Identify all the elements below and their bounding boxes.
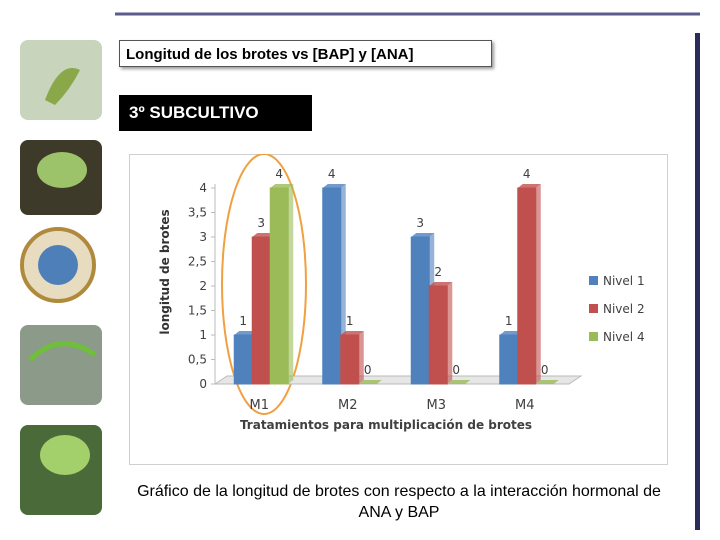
- data-label: 4: [523, 167, 531, 181]
- bar: [251, 236, 271, 385]
- bar-side: [447, 282, 453, 384]
- data-label: 2: [434, 265, 442, 279]
- data-label: 3: [257, 216, 265, 230]
- legend-swatch: [589, 276, 598, 285]
- bar-top: [535, 380, 559, 384]
- legend-label: Nivel 1: [603, 274, 645, 288]
- bar: [410, 236, 430, 385]
- bar-top: [340, 331, 364, 335]
- bar: [340, 334, 360, 385]
- data-label: 4: [275, 167, 283, 181]
- photo-leaf: [45, 68, 80, 105]
- legend-label: Nivel 2: [603, 302, 645, 316]
- bar: [322, 187, 342, 385]
- y-tick-label: 1,5: [188, 304, 207, 318]
- caption: Gráfico de la longitud de brotes con res…: [137, 483, 661, 521]
- x-tick-label: M1: [250, 398, 270, 413]
- bar-top: [234, 331, 258, 335]
- y-tick-label: 0: [199, 377, 207, 391]
- chart-frame: [129, 154, 668, 465]
- y-tick-label: 0,5: [188, 353, 207, 367]
- bar-top: [358, 380, 382, 384]
- bar-top: [429, 282, 453, 286]
- legend-swatch: [589, 304, 598, 313]
- bar-top: [252, 233, 276, 237]
- legend-swatch: [589, 332, 598, 341]
- data-label: 1: [505, 314, 513, 328]
- photo-leaf: [37, 152, 87, 188]
- bar: [499, 334, 519, 385]
- side-rule: [695, 33, 700, 530]
- data-label: 1: [239, 314, 247, 328]
- bar-side: [288, 184, 294, 384]
- x-axis-label: Tratamientos para multiplicación de brot…: [240, 418, 532, 432]
- bar: [269, 187, 289, 385]
- bar-top: [322, 184, 346, 188]
- photo: [20, 325, 102, 405]
- x-tick-label: M3: [427, 398, 447, 413]
- subtitle: 3º SUBCULTIVO: [119, 95, 312, 131]
- slide-title: Longitud de los brotes vs [BAP] y [ANA]: [119, 40, 492, 67]
- chart: longitud de brotes Tratamientos para mul…: [129, 154, 668, 465]
- bar-top: [517, 184, 541, 188]
- legend-label: Nivel 4: [603, 330, 645, 344]
- x-tick-label: M2: [338, 398, 358, 413]
- photo-leaf: [28, 341, 97, 362]
- bar-top: [447, 380, 471, 384]
- y-tick-label: 3: [199, 230, 207, 244]
- bar: [517, 187, 537, 385]
- data-label: 0: [364, 363, 372, 377]
- bar: [428, 285, 448, 385]
- bar-side: [358, 331, 364, 384]
- bar-top: [411, 233, 435, 237]
- bar: [233, 334, 253, 385]
- x-tick-label: M4: [515, 398, 535, 413]
- y-tick-label: 4: [199, 181, 207, 195]
- y-axis-label: longitud de brotes: [158, 209, 172, 334]
- y-tick-label: 2,5: [188, 255, 207, 269]
- photo-leaf: [40, 435, 90, 475]
- bar-side: [535, 184, 541, 384]
- data-label: 0: [452, 363, 460, 377]
- y-tick-label: 2: [199, 279, 207, 293]
- y-tick-label: 3,5: [188, 206, 207, 220]
- bar-top: [270, 184, 294, 188]
- data-label: 4: [328, 167, 336, 181]
- bar-top: [499, 331, 523, 335]
- logo-center: [38, 245, 78, 285]
- highlight-ellipse: [221, 154, 307, 415]
- data-label: 3: [416, 216, 424, 230]
- y-tick-label: 1: [199, 328, 207, 342]
- data-label: 0: [541, 363, 549, 377]
- data-label: 1: [346, 314, 354, 328]
